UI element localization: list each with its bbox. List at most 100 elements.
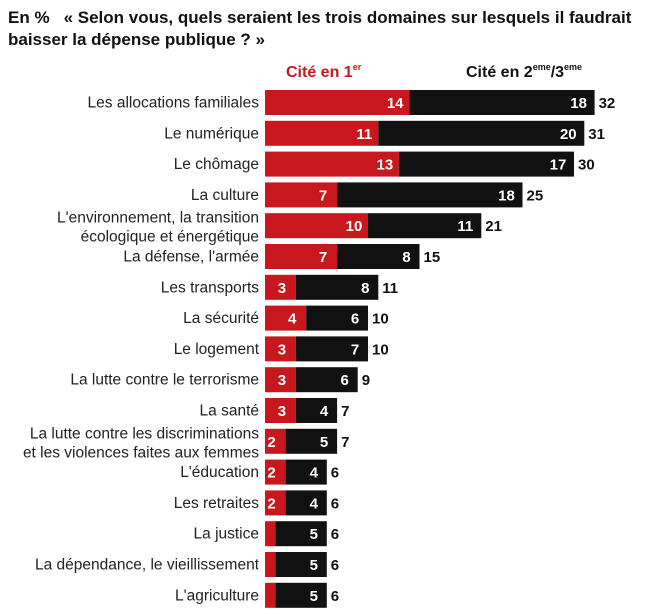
data-label-total: 6 xyxy=(331,465,339,482)
bar-second-third-cited xyxy=(337,182,523,208)
category-label: La santé xyxy=(200,403,259,420)
category-label: La justice xyxy=(194,526,259,543)
bar-first-cited xyxy=(265,336,296,362)
legend-second-third-cited: Cité en 2eme/3eme xyxy=(466,62,582,82)
bar-second-third-cited xyxy=(378,120,585,146)
data-label-second-third-cited: 7 xyxy=(351,341,359,358)
bar-second-third-cited xyxy=(295,274,379,300)
data-label-second-third-cited: 5 xyxy=(310,557,318,574)
category-label: Le numérique xyxy=(164,125,259,142)
bar-first-cited xyxy=(265,120,379,146)
data-label-total: 32 xyxy=(599,95,616,112)
data-label-total: 31 xyxy=(588,126,605,143)
bar-first-cited xyxy=(265,367,296,393)
data-label-second-third-cited: 8 xyxy=(402,249,410,266)
legend-second-text: Cité en 2 xyxy=(466,64,533,81)
data-label-second-third-cited: 18 xyxy=(498,187,515,204)
bar-first-cited xyxy=(265,151,399,177)
category-label: La culture xyxy=(191,187,259,204)
data-label-first-cited: 7 xyxy=(319,187,327,204)
category-label: La lutte contre les discriminations xyxy=(30,425,259,442)
legend-first-cited: Cité en 1er xyxy=(286,62,361,82)
legend-first-sup: er xyxy=(352,62,362,72)
category-label: La dépendance, le vieillissement xyxy=(35,557,260,574)
bar-second-third-cited xyxy=(306,305,368,331)
bar-first-cited xyxy=(265,552,276,577)
bar-first-cited xyxy=(265,490,286,516)
data-label-second-third-cited: 6 xyxy=(351,311,359,328)
data-label-first-cited: 13 xyxy=(377,157,394,174)
bar-second-third-cited xyxy=(285,428,338,454)
data-label-second-third-cited: 4 xyxy=(310,495,319,512)
data-label-second-third-cited: 4 xyxy=(320,403,329,420)
data-label-first-cited: 2 xyxy=(267,465,275,482)
bar-first-cited xyxy=(265,274,296,300)
data-label-total: 6 xyxy=(331,557,339,574)
category-label: La sécurité xyxy=(183,310,259,327)
data-label-first-cited: 2 xyxy=(267,434,275,451)
bar-first-cited xyxy=(265,213,368,239)
data-label-second-third-cited: 8 xyxy=(361,280,369,297)
bar-second-third-cited xyxy=(285,459,327,485)
question-text: « Selon vous, quels seraient les trois d… xyxy=(8,8,632,49)
bar-first-cited xyxy=(265,582,276,608)
bar-first-cited xyxy=(265,459,286,485)
data-label-second-third-cited: 17 xyxy=(550,157,567,174)
category-label: La lutte contre le terrorisme xyxy=(70,372,259,389)
data-label-second-third-cited: 5 xyxy=(310,588,318,605)
category-label: L'environnement, la transition xyxy=(57,210,259,227)
bar-second-third-cited xyxy=(368,213,482,239)
bar-second-third-cited xyxy=(295,336,368,362)
data-label-first-cited: 1 xyxy=(257,526,265,543)
category-label: Les retraites xyxy=(174,495,260,512)
bar-second-third-cited xyxy=(275,521,327,547)
data-label-first-cited: 11 xyxy=(356,126,372,143)
data-label-first-cited: 3 xyxy=(278,372,286,389)
legend-third-text: /3 xyxy=(550,64,565,81)
category-label: Les transports xyxy=(161,279,259,296)
bar-first-cited xyxy=(265,521,276,547)
category-label: Le logement xyxy=(174,341,260,358)
bar-second-third-cited xyxy=(398,151,574,177)
bar-second-third-cited xyxy=(295,367,358,393)
data-label-first-cited: 3 xyxy=(278,403,286,420)
data-label-total: 10 xyxy=(372,311,389,328)
data-label-total: 6 xyxy=(331,588,339,605)
data-label-total: 25 xyxy=(527,187,544,204)
data-label-second-third-cited: 18 xyxy=(570,95,587,112)
data-label-total: 6 xyxy=(331,495,339,512)
bar-first-cited xyxy=(265,305,307,331)
category-label: La défense, l'armée xyxy=(123,249,259,266)
unit-label: En % xyxy=(8,8,50,27)
data-label-second-third-cited: 6 xyxy=(341,372,349,389)
category-label: et les violences faites aux femmes xyxy=(23,444,259,461)
bar-second-third-cited xyxy=(295,398,338,423)
legend-first-text: Cité en 1 xyxy=(286,64,353,81)
data-label-first-cited: 2 xyxy=(267,495,275,512)
data-label-total: 6 xyxy=(331,526,339,543)
bar-second-third-cited xyxy=(337,244,420,269)
data-label-first-cited: 4 xyxy=(288,311,297,328)
data-label-first-cited: 1 xyxy=(257,557,265,574)
bar-first-cited xyxy=(265,244,338,269)
data-label-total: 21 xyxy=(485,218,502,235)
category-label: L'éducation xyxy=(180,464,259,481)
data-label-second-third-cited: 20 xyxy=(560,126,577,143)
data-label-first-cited: 1 xyxy=(257,588,265,605)
bar-first-cited xyxy=(265,182,338,208)
chart-title: En % « Selon vous, quels seraient les tro… xyxy=(8,7,653,51)
data-label-first-cited: 3 xyxy=(278,341,286,358)
category-label: écologique et énergétique xyxy=(81,229,259,246)
bar-first-cited xyxy=(265,398,296,423)
bar-first-cited xyxy=(265,428,286,454)
category-label: Les allocations familiales xyxy=(88,95,260,112)
data-label-total: 10 xyxy=(372,341,389,358)
bar-second-third-cited xyxy=(275,582,327,608)
category-label: Le chômage xyxy=(174,156,259,173)
data-label-total: 11 xyxy=(382,280,398,297)
data-label-total: 9 xyxy=(362,372,370,389)
data-label-second-third-cited: 4 xyxy=(310,465,319,482)
bar-second-third-cited xyxy=(285,490,327,516)
data-label-total: 15 xyxy=(424,249,441,266)
legend-third-sup: eme xyxy=(564,62,583,72)
